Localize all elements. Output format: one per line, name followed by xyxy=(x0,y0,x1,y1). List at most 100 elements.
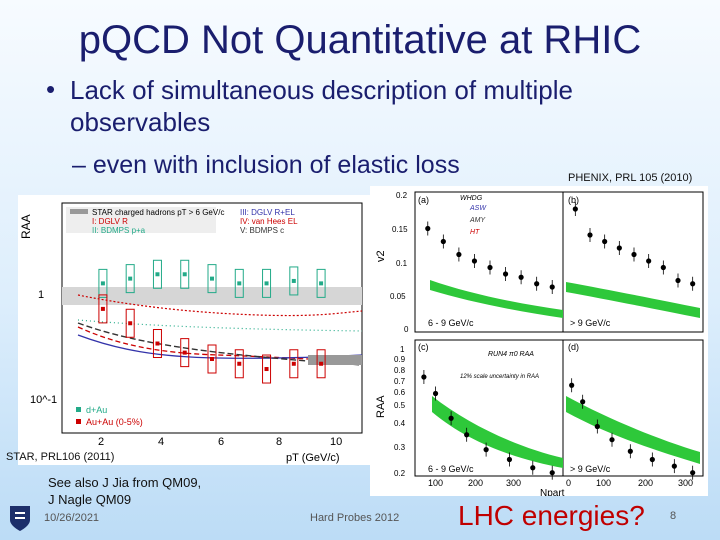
page-number: 8 xyxy=(670,510,677,522)
v2-ytick: 0.1 xyxy=(396,259,408,268)
panel-a-label: (a) xyxy=(418,195,429,205)
panel-a-legend: ASW xyxy=(469,205,487,212)
star-xtick: 8 xyxy=(276,436,282,448)
star-xtick: 2 xyxy=(98,436,104,448)
star-point xyxy=(237,361,242,366)
see-also-line-2: J Nagle QM09 xyxy=(48,492,132,507)
star-legend-item: STAR charged hadrons pT > 6 GeV/c xyxy=(92,208,224,217)
star-legend-auau-marker xyxy=(76,419,81,424)
panel-a-legend: WHDG xyxy=(460,195,483,202)
npart-xtick-d: 0 xyxy=(566,478,571,488)
star-raa-plot: STAR charged hadrons pT > 6 GeV/c I: DGL… xyxy=(18,195,370,465)
star-syst-box xyxy=(262,354,272,384)
star-point xyxy=(155,272,160,277)
slide-title: pQCD Not Quantitative at RHIC xyxy=(78,18,642,62)
curve-bdmps-pa xyxy=(77,319,363,332)
star-legend-item: IV: van Hees EL xyxy=(240,217,298,226)
panel-b-range: > 9 GeV/c xyxy=(570,318,611,328)
sub-bullet-text: – even with inclusion of elastic loss xyxy=(72,151,460,179)
raa-ytick: 0.4 xyxy=(394,419,406,428)
star-point xyxy=(182,350,187,355)
npart-xtick-d: 100 xyxy=(596,478,611,488)
star-point xyxy=(291,361,296,366)
star-legend-box xyxy=(66,207,216,233)
phenix-svg: (a) (b) (c) (d) 6 - 9 GeV/c > 9 GeV/c 6 … xyxy=(375,191,704,499)
star-syst-box xyxy=(316,268,326,298)
panel-b-label: (b) xyxy=(568,195,579,205)
panel-c-legend: 12% scale uncertainty in RAA xyxy=(460,374,539,380)
phenix-citation: PHENIX, PRL 105 (2010) xyxy=(568,172,693,184)
star-point xyxy=(319,281,324,286)
panel-d-range: > 9 GeV/c xyxy=(570,464,611,474)
v2-ytick: 0.2 xyxy=(396,191,408,200)
star-point xyxy=(100,306,105,311)
star-syst-box xyxy=(316,349,326,379)
star-syst-box xyxy=(234,349,244,379)
panel-a-range: 6 - 9 GeV/c xyxy=(428,318,474,328)
panel-d-frame xyxy=(562,339,704,477)
star-point xyxy=(264,281,269,286)
star-ytick: 1 xyxy=(38,289,44,301)
star-xtick: 4 xyxy=(158,436,164,448)
star-xlabel: pT (GeV/c) xyxy=(286,452,340,464)
star-syst-box xyxy=(234,268,244,298)
phenix-xlabel: Npart xyxy=(540,488,565,496)
raa-ytick: 0.7 xyxy=(394,377,406,386)
star-syst-box xyxy=(98,268,108,298)
panel-b-frame xyxy=(562,191,704,333)
star-point xyxy=(291,278,296,283)
star-point xyxy=(155,341,160,346)
star-ylabel: RAA xyxy=(19,214,33,239)
raa-ytick: 0.5 xyxy=(394,401,406,410)
star-syst-box xyxy=(207,344,217,374)
bullet-dot: • xyxy=(46,74,56,104)
phenix-plot: (a) (b) (c) (d) 6 - 9 GeV/c > 9 GeV/c 6 … xyxy=(370,186,708,499)
star-point xyxy=(210,357,214,362)
star-citation: STAR, PRL106 (2011) xyxy=(6,451,115,463)
star-syst-box xyxy=(289,349,299,379)
star-syst-box xyxy=(180,338,190,368)
phenix-raa-label: RAA xyxy=(375,395,387,418)
star-syst-box xyxy=(98,294,108,324)
star-syst-box xyxy=(125,308,135,338)
star-xtick: 10 xyxy=(330,436,342,448)
panel-a-legend: AMY xyxy=(469,217,487,224)
star-legend-item: V: BDMPS c xyxy=(240,226,284,235)
panel-c-green-band xyxy=(432,396,563,468)
star-point xyxy=(210,276,214,281)
star-grey-band xyxy=(308,355,362,365)
panel-d-label: (d) xyxy=(568,342,579,352)
panel-d-green-band xyxy=(566,396,700,464)
panel-c-label: (c) xyxy=(418,342,429,352)
see-also-note: See also J Jia from QM09, J Nagle QM09 xyxy=(48,474,201,508)
star-point xyxy=(128,321,133,326)
star-point xyxy=(237,281,242,286)
raa-ytick: 0.2 xyxy=(394,469,406,478)
phenix-v2-label: v2 xyxy=(375,250,387,262)
v2-ytick: 0.15 xyxy=(392,225,408,234)
university-shield-icon xyxy=(8,504,32,532)
star-syst-box xyxy=(180,259,190,289)
star-syst-box xyxy=(289,266,299,296)
star-unity-band xyxy=(62,287,362,305)
star-xtick: 6 xyxy=(218,436,224,448)
curve-dglv-r xyxy=(77,326,363,362)
star-syst-box xyxy=(152,259,162,289)
see-also-line-1: See also J Jia from QM09, xyxy=(48,475,202,490)
npart-xtick-c: 200 xyxy=(468,478,483,488)
star-point xyxy=(100,281,105,286)
npart-xtick-c: 300 xyxy=(506,478,521,488)
panel-a-legend: HT xyxy=(470,229,480,236)
raa-ytick: 0.3 xyxy=(394,443,406,452)
star-raa-svg: STAR charged hadrons pT > 6 GeV/c I: DGL… xyxy=(19,202,363,464)
star-data-points xyxy=(98,259,326,384)
raa-ytick: 1 xyxy=(400,345,405,354)
star-point xyxy=(319,361,324,366)
star-legend2-item: d+Au xyxy=(86,405,107,415)
panel-b-green-band xyxy=(566,282,700,318)
star-legend-item: III: DGLV R+EL xyxy=(240,208,295,217)
star-plot-frame xyxy=(61,202,363,434)
star-ytick: 10^-1 xyxy=(30,394,57,406)
star-point xyxy=(264,367,269,372)
raa-ytick: 0.6 xyxy=(394,388,406,397)
